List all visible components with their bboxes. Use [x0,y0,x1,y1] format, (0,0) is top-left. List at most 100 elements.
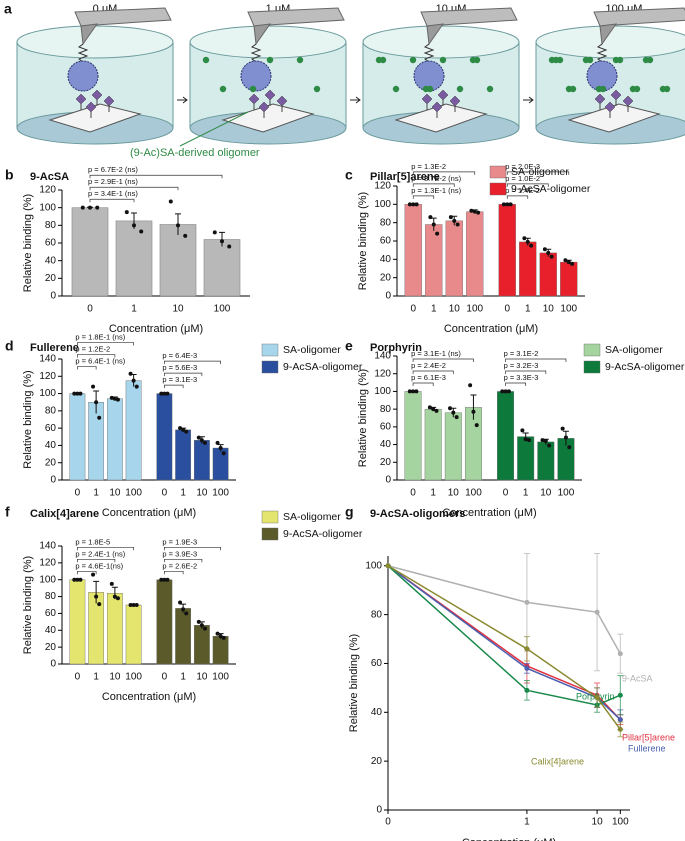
spring [423,43,435,63]
oligomer [556,56,564,64]
p-value: p = 4.6E-1(ns) [75,561,123,570]
data-point [134,603,139,607]
data-point [524,599,530,605]
y-tick-label: 60 [380,236,392,247]
y-tick-label: 60 [45,423,57,434]
bracket [164,372,203,377]
beaker-top [16,25,174,59]
data-point [124,210,129,215]
x-tick-label: 0 [87,304,93,315]
data-point [474,423,479,428]
spring [596,43,608,63]
oligomer [586,56,594,64]
p-value: p = 3.4E-1 (ns) [88,189,138,198]
bracket [89,174,223,179]
y-axis-title: Relative binding (%) [22,194,34,292]
data-point [178,426,183,431]
receptor [604,101,616,113]
data-point [431,222,436,227]
panel-letter: c [345,167,353,183]
x-tick-label: 0 [75,488,81,499]
data-point [115,397,120,402]
data-point [469,208,474,213]
bar [519,241,537,297]
panel-letter: a [4,1,12,17]
bar [424,408,442,481]
bar [88,402,105,481]
y-tick-label: 80 [380,404,392,415]
chart-title: Calix[4]arene [30,508,99,520]
data-point [94,594,99,599]
x-tick-label: 100 [212,488,229,499]
data-point [162,391,167,396]
data-point [181,427,186,432]
bar [445,220,463,297]
data-point [542,247,547,252]
chart-title: Pillar[5]arene [370,171,440,183]
p-value: p = 1.4E-2 [505,186,540,195]
data-point [546,250,551,255]
y-tick-label: 40 [371,707,383,718]
data-point [218,446,223,451]
series-line [387,565,621,730]
oligomer [313,85,321,93]
data-point [560,426,565,431]
y-tick-label: 20 [371,756,383,767]
legend-label: SA-oligomer [605,344,663,356]
data-point [411,202,416,207]
y-tick-label: 100 [39,574,56,585]
bar [404,204,422,297]
y-tick-label: 100 [365,560,382,571]
legend-label: SA-oligomer [283,344,341,356]
x-tick-label: 100 [558,488,575,499]
x-tick-label: 0 [504,304,510,315]
oligomer [473,56,481,64]
data-point [112,594,117,599]
chart-title: 9-AcSA [30,171,69,183]
bar [203,239,241,297]
x-tick-label: 0 [162,672,168,683]
data-point [455,222,460,227]
bar [497,391,515,481]
legend-label: 9-AcSA-oligomer [283,528,363,540]
y-tick-label: 40 [45,255,57,266]
legend-swatch [583,360,601,374]
bar [404,391,422,481]
oligomer [439,56,447,64]
receptor [103,95,115,107]
bar [71,207,109,297]
x-tick-label: 100 [212,672,229,683]
bracket [505,382,527,386]
data-point [567,445,572,450]
p-value: p = 2.4E-1 (ns) [75,549,125,558]
p-value: p = 2.0E-3 [505,162,540,171]
oligomer [646,56,654,64]
data-point [525,239,530,244]
data-point [471,409,476,414]
spring [77,43,89,63]
data-point [468,383,473,388]
data-point [97,602,102,607]
y-tick-label: 80 [45,220,57,231]
data-point [128,371,133,376]
data-point [427,405,432,410]
data-point [95,205,100,210]
data-point [547,443,552,448]
bar [125,380,142,481]
oligomer [249,85,257,93]
data-point [91,572,96,577]
y-tick-label: 100 [374,386,391,397]
y-tick-label: 120 [39,371,56,382]
y-tick-label: 20 [380,457,392,468]
data-point [524,646,530,652]
bracket [506,183,549,187]
legend-swatch [261,510,279,524]
data-point [88,205,92,210]
bracket [77,546,134,551]
x-tick-label: 100 [465,488,482,499]
bracket [164,546,221,551]
data-point [617,726,623,732]
chart-title: 9-AcSA-oligomers [370,508,465,520]
probe-bead [67,60,99,92]
bracket [412,358,474,362]
